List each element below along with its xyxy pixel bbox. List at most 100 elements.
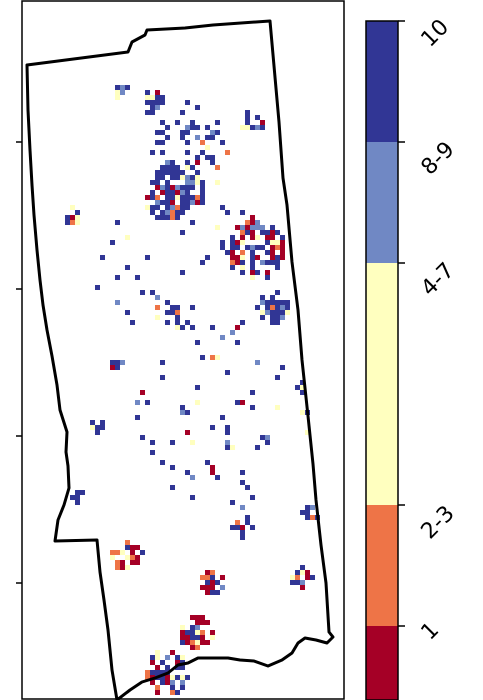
raster-cell	[270, 320, 275, 325]
raster-cell	[225, 150, 230, 155]
raster-cell	[240, 505, 245, 510]
raster-cell	[115, 275, 120, 280]
raster-cell	[140, 390, 145, 395]
raster-cell	[130, 550, 135, 555]
raster-cell	[110, 555, 115, 560]
raster-cell	[125, 545, 130, 550]
raster-cell	[155, 665, 160, 670]
raster-cell	[160, 660, 165, 665]
raster-cell	[115, 565, 120, 570]
raster-cell	[175, 325, 180, 330]
raster-cell	[235, 255, 240, 260]
raster-cell	[215, 130, 220, 135]
raster-cell	[160, 215, 165, 220]
raster-cell	[270, 295, 275, 300]
raster-cell	[180, 130, 185, 135]
raster-cell	[120, 550, 125, 555]
raster-cell	[150, 290, 155, 295]
raster-cell	[250, 225, 255, 230]
raster-cell	[200, 620, 205, 625]
raster-cell	[225, 425, 230, 430]
raster-cell	[190, 440, 195, 445]
colorbar-frame	[365, 20, 399, 700]
raster-cell	[190, 325, 195, 330]
raster-cell	[115, 365, 120, 370]
raster-cell	[200, 140, 205, 145]
raster-cell	[70, 215, 75, 220]
raster-cell	[100, 425, 105, 430]
raster-cell	[170, 675, 175, 680]
raster-cell	[205, 135, 210, 140]
raster-cell	[240, 535, 245, 540]
raster-cell	[185, 175, 190, 180]
raster-cell	[175, 675, 180, 680]
raster-cell	[185, 205, 190, 210]
raster-cell	[205, 460, 210, 465]
raster-cell	[155, 130, 160, 135]
raster-cell	[110, 365, 115, 370]
raster-cell	[190, 185, 195, 190]
raster-cell	[170, 485, 175, 490]
raster-cell	[155, 100, 160, 105]
raster-cell	[155, 95, 160, 100]
raster-cell	[90, 420, 95, 425]
raster-cell	[180, 205, 185, 210]
raster-cell	[165, 655, 170, 660]
raster-cell	[185, 430, 190, 435]
raster-cell	[300, 510, 305, 515]
raster-cell	[240, 265, 245, 270]
raster-cell	[70, 220, 75, 225]
raster-cell	[260, 125, 265, 130]
raster-cell	[275, 315, 280, 320]
raster-cell	[190, 640, 195, 645]
raster-cell	[275, 375, 280, 380]
colorbar-ticks	[398, 20, 405, 627]
raster-cell	[230, 240, 235, 245]
raster-cell	[165, 200, 170, 205]
raster-cell	[245, 110, 250, 115]
raster-cell	[170, 650, 175, 655]
raster-cell	[160, 680, 165, 685]
raster-cell	[255, 125, 260, 130]
raster-cell	[150, 150, 155, 155]
raster-cell	[280, 240, 285, 245]
raster-cell	[230, 255, 235, 260]
raster-cell	[200, 635, 205, 640]
raster-cell	[165, 675, 170, 680]
raster-cell	[200, 630, 205, 635]
raster-cell	[75, 215, 80, 220]
raster-cell	[255, 305, 260, 310]
raster-cell	[125, 85, 130, 90]
raster-cell	[180, 110, 185, 115]
raster-cell	[120, 360, 125, 365]
raster-cell	[180, 685, 185, 690]
raster-cell	[170, 440, 175, 445]
raster-cell	[185, 185, 190, 190]
raster-cell	[115, 360, 120, 365]
raster-cell	[120, 85, 125, 90]
raster-cell	[190, 635, 195, 640]
raster-cell	[275, 260, 280, 265]
raster-cell	[200, 585, 205, 590]
raster-cell	[185, 635, 190, 640]
raster-cell	[165, 180, 170, 185]
raster-cell	[230, 260, 235, 265]
raster-cell	[205, 125, 210, 130]
raster-cell	[250, 405, 255, 410]
raster-cell	[250, 245, 255, 250]
raster-cell	[185, 640, 190, 645]
raster-cell	[285, 300, 290, 305]
raster-cell	[170, 690, 175, 695]
raster-cell	[230, 265, 235, 270]
raster-cell	[165, 190, 170, 195]
raster-cell	[265, 250, 270, 255]
raster-cell	[195, 620, 200, 625]
raster-cell	[170, 200, 175, 205]
raster-cell	[180, 325, 185, 330]
raster-cell	[170, 685, 175, 690]
raster-cell	[115, 95, 120, 100]
raster-cell	[300, 390, 305, 395]
raster-cell	[210, 155, 215, 160]
raster-cell	[170, 195, 175, 200]
raster-cell	[210, 160, 215, 165]
